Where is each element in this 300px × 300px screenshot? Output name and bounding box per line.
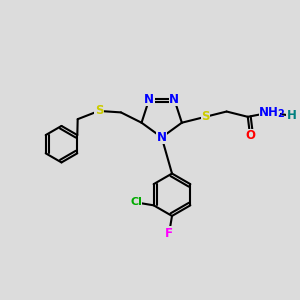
Text: N: N [157, 131, 167, 144]
Text: N: N [169, 92, 179, 106]
Text: S: S [201, 110, 210, 123]
Text: F: F [165, 227, 173, 240]
Text: 2: 2 [277, 109, 284, 119]
Text: NH: NH [259, 106, 279, 119]
Text: Cl: Cl [130, 197, 142, 207]
Text: N: N [144, 92, 154, 106]
Text: S: S [94, 104, 103, 117]
Text: O: O [245, 129, 255, 142]
Text: H: H [287, 110, 297, 122]
